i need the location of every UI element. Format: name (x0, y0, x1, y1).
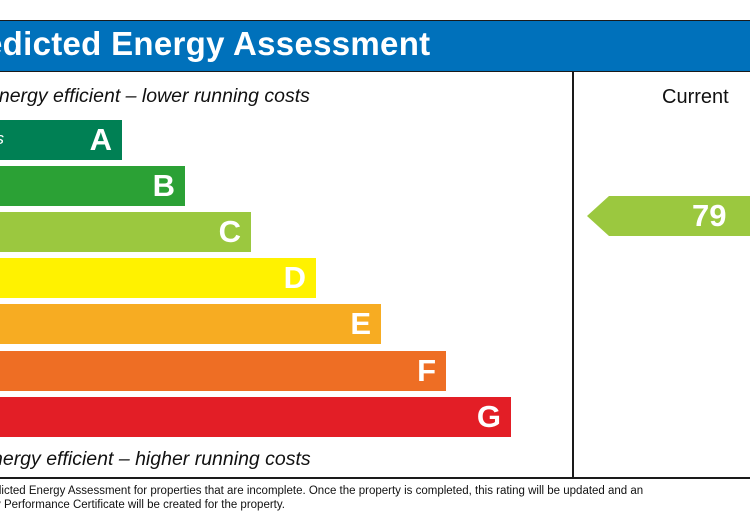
current-arrow-shape (587, 196, 750, 236)
band-d: D (0, 258, 316, 298)
band-d-letter: D (283, 260, 306, 295)
band-b: B (0, 166, 185, 206)
band-e: E (0, 304, 381, 344)
current-rating-value: 79 (692, 198, 727, 233)
band-a-range: us (0, 129, 4, 149)
column-divider (572, 72, 574, 479)
header-bar: edicted Energy Assessment (0, 20, 750, 72)
band-c: C (0, 212, 251, 252)
band-f: F (0, 351, 446, 391)
current-column-header: Current (662, 86, 729, 108)
band-b-letter: B (152, 168, 175, 203)
band-f-letter: F (417, 353, 436, 388)
footer-divider (0, 477, 750, 479)
band-a-letter: A (89, 122, 112, 157)
band-c-letter: C (218, 214, 241, 249)
caption-efficient: energy efficient – lower running costs (0, 85, 310, 107)
page-title: edicted Energy Assessment (0, 25, 431, 62)
band-a: us A (0, 120, 122, 160)
footer-note-line-1: dicted Energy Assessment for properties … (0, 485, 644, 497)
footer-note-line-2: y Performance Certificate will be create… (0, 499, 285, 511)
band-e-letter: E (350, 306, 371, 341)
caption-inefficient: nergy efficient – higher running costs (0, 448, 311, 470)
current-rating-arrow (587, 196, 750, 236)
band-g-letter: G (476, 399, 501, 434)
band-g: G (0, 397, 511, 437)
